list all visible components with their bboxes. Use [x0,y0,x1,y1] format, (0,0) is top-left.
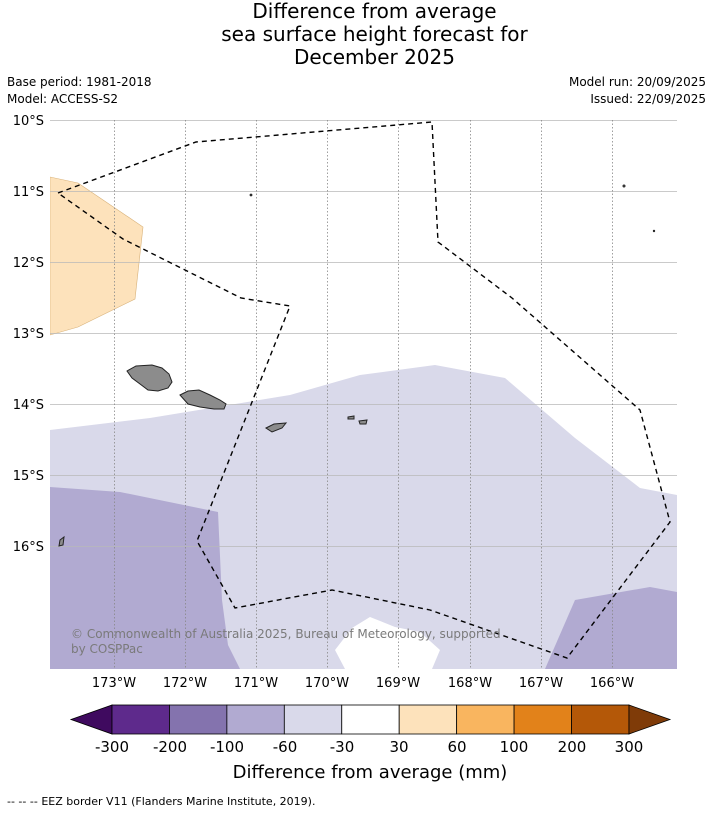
longitude-labels: 173°W 172°W 171°W 170°W 169°W 168°W 167°… [92,676,634,691]
lat-label: 14°S [13,398,44,413]
colorbar: -300 -200 -100 -60 -30 30 60 100 200 300… [69,704,672,783]
model-run: Model run: 20/09/2025 [568,75,706,89]
meta-left: Base period: 1981-2018 Model: ACCESS-S2 [7,74,152,108]
eez-border-samoa [56,121,671,659]
tokelau-atoll [622,184,626,188]
colorbar-tick: -200 [153,738,187,756]
title-line-2: sea surface height forecast for [221,22,528,46]
lon-label: 172°W [163,676,207,691]
lat-label: 15°S [13,469,44,484]
title-line-1: Difference from average [252,0,497,23]
eez-legend-symbol: -- -- -- [7,795,38,808]
colorbar-tick: 300 [615,738,644,756]
lon-label: 173°W [92,676,136,691]
colorbar-tick: -30 [330,738,355,756]
lon-label: 170°W [305,676,349,691]
colorbar-label: Difference from average (mm) [233,762,508,783]
colorbar-tick: -60 [273,738,298,756]
model-name: Model: ACCESS-S2 [7,92,119,106]
eez-legend: -- -- -- EEZ border V11 (Flanders Marine… [7,795,315,808]
anomaly-region-neutral [335,617,440,669]
colorbar-segments [69,704,672,735]
anomaly-region-plus30-60 [50,176,144,336]
colorbar-segment [398,704,458,735]
issued-date: Issued: 22/09/2025 [590,92,706,106]
title-line-3: December 2025 [294,45,455,69]
copyright-line-1: © Commonwealth of Australia 2025, Bureau… [71,627,501,641]
colorbar-tick: 100 [500,738,529,756]
colorbar-segment [571,704,630,735]
colorbar-tick: 30 [389,738,408,756]
eez-legend-text: EEZ border V11 (Flanders Marine Institut… [41,795,316,808]
upolu-island [179,389,227,410]
map-figure: © Commonwealth of Australia 2025, Bureau… [13,114,677,783]
tau-island [358,419,368,425]
lat-label: 12°S [13,256,44,271]
latitude-gridlines [50,120,677,547]
tokelau-atoll-2 [652,229,656,233]
chart-title: Difference from average sea surface heig… [0,0,713,69]
lon-label: 168°W [448,676,492,691]
colorbar-tick: 60 [447,738,466,756]
tutuila-island [265,422,288,433]
base-period: Base period: 1981-2018 [7,75,152,89]
colorbar-extend-low [69,704,113,735]
colorbar-segment [341,704,400,735]
lat-label: 13°S [13,327,44,342]
map-area [50,120,677,669]
colorbar-segment [111,704,170,735]
savaii-island [126,364,173,392]
colorbar-segment [513,704,572,735]
samoa-islands [58,184,656,547]
colorbar-extend-high [628,704,672,735]
lat-label: 11°S [13,185,44,200]
copyright-line-2: by COSPPac [71,642,143,656]
colorbar-segment [456,704,515,735]
ofu-island [347,415,355,420]
lat-label: 16°S [13,540,44,555]
lon-label: 167°W [519,676,563,691]
colorbar-segment [283,704,343,735]
lon-label: 171°W [234,676,278,691]
wallis-island [58,535,65,547]
anomaly-region-minus60-100-east [545,587,677,669]
lat-label: 10°S [13,114,44,129]
colorbar-segment [169,704,228,735]
colorbar-tick: 200 [558,738,587,756]
colorbar-segment [226,704,285,735]
colorbar-tick: -300 [95,738,129,756]
swains-island [249,193,253,197]
lon-label: 169°W [376,676,420,691]
meta-right: Model run: 20/09/2025 Issued: 22/09/2025 [569,74,706,108]
colorbar-ticks: -300 -200 -100 -60 -30 30 60 100 200 300 [95,738,643,756]
lon-label: 166°W [590,676,634,691]
colorbar-tick: -100 [210,738,244,756]
anomaly-region-minus60-100-west [50,487,240,669]
latitude-labels: 10°S 11°S 12°S 13°S 14°S 15°S 16°S [13,114,44,555]
